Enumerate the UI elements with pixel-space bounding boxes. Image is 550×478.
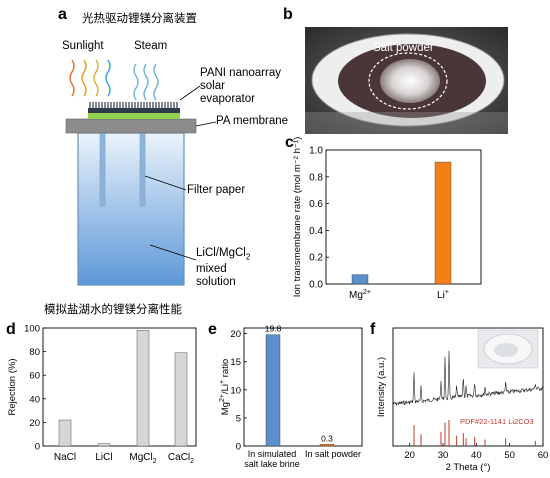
bar-0 — [265, 334, 281, 447]
x-tick-label: CaCl2 — [168, 452, 194, 465]
y-tick-label: 20 — [29, 418, 40, 429]
chart-e: 0 5 10 15 20 19.8 0.3 In simulated salt lake bri… — [219, 324, 363, 469]
y-tick-label: 20 — [230, 329, 241, 340]
pa-membrane — [88, 113, 180, 119]
plot-frame — [243, 327, 363, 447]
y-tick-label: 0.4 — [309, 226, 323, 237]
y-tick-label: 15 — [230, 357, 241, 368]
x-tick-label: Mg2+ — [349, 289, 371, 301]
y-tick-label: 60 — [29, 371, 40, 382]
y-tick-label: 0.8 — [309, 172, 323, 183]
data-label: 0.3 — [321, 433, 333, 443]
x-tick-label: 20 — [404, 450, 415, 461]
y-tick-label: 40 — [29, 394, 40, 405]
bar-CaCl2 — [174, 352, 188, 447]
panel-label-d: d — [6, 321, 16, 338]
x-tick-label: 30 — [438, 450, 449, 461]
x-tick-label: 60 — [538, 450, 549, 461]
x-tick-label: In salt powder — [305, 449, 361, 459]
section-title: 模拟盐湖水的锂镁分离性能 — [44, 302, 182, 316]
plot-frame — [392, 327, 544, 447]
x-axis-label: 2 Theta (°) — [446, 462, 491, 473]
steam-arrows — [133, 63, 159, 101]
panel-a-title: 光热驱动锂镁分离装置 — [82, 11, 197, 25]
y-axis-label: Rejection (%) — [7, 358, 18, 415]
bar-NaCl — [58, 419, 72, 447]
bar-LiCl — [97, 443, 111, 447]
chart-d: 0 20 40 60 80 100 NaCl LiCl MgCl2 CaCl2 Rejection … — [7, 324, 197, 465]
sunlight-arrows — [69, 59, 111, 97]
y-tick-label: 0.6 — [309, 199, 323, 210]
panel-label-a: a — [58, 6, 67, 23]
y-tick-label: 0 — [35, 442, 40, 453]
xrd-pattern — [392, 350, 544, 407]
x-tick-label: 50 — [504, 450, 515, 461]
plot-frame — [42, 327, 197, 447]
bar-MgCl2 — [136, 330, 150, 447]
y-tick-label: 5 — [236, 413, 241, 424]
y-tick-label: 0.2 — [309, 253, 323, 264]
chart-f: 20 30 40 50 60 PDF#22-1141 Li2CO3 2 Theta (°) I… — [376, 327, 549, 473]
filter-label: Filter paper — [187, 184, 246, 196]
y-tick-label: 100 — [24, 324, 40, 335]
y-axis-label: Ion transmembrane rate (mol m⁻² h⁻¹) — [292, 137, 303, 298]
pani-evaporator — [88, 108, 180, 113]
bar-Mg2+ — [351, 274, 369, 285]
x-tick-label: MgCl2 — [129, 452, 156, 465]
y-tick-label: 10 — [230, 385, 241, 396]
x-tick-label: 40 — [471, 450, 482, 461]
evaporator-label: PANI nanoarray solar evaporator — [200, 67, 281, 105]
y-tick-label: 0 — [236, 442, 241, 453]
legend-text: PDF#22-1141 Li2CO3 — [460, 417, 534, 426]
x-tick-label: LiCl — [95, 452, 112, 463]
panel-label-e: e — [208, 321, 217, 338]
x-tick-label: Li+ — [437, 289, 449, 301]
y-axis-label: Mg2+/Li+ ratio — [219, 359, 231, 415]
panel-label-f: f — [370, 321, 376, 338]
salt-powder-label: Salt powder — [373, 42, 434, 54]
y-tick-label: 0.0 — [309, 280, 323, 291]
beaker — [77, 132, 185, 286]
panel-label-c: c — [285, 134, 294, 151]
y-tick-label: 80 — [29, 347, 40, 358]
bar-1 — [319, 444, 335, 447]
salt-inset-photo — [477, 329, 539, 369]
membrane-label: PA membrane — [216, 115, 289, 127]
bar-Li+ — [434, 161, 452, 285]
plot-frame — [325, 149, 482, 285]
y-tick-label: 1.0 — [309, 146, 323, 157]
data-label: 19.8 — [265, 324, 282, 334]
chart-c: 0.0 0.2 0.4 0.6 0.8 1.0 Mg2+ Li+ Ion transmembra… — [292, 137, 482, 301]
x-tick-label: In simulated salt lake brine — [244, 449, 300, 469]
panel-label-b: b — [283, 6, 293, 23]
sunlight-label: Sunlight — [62, 40, 104, 52]
x-tick-label: NaCl — [54, 452, 76, 463]
solution-label: LiCl/MgCl2 mixed solution — [196, 247, 251, 289]
steam-label: Steam — [134, 40, 168, 52]
y-axis-label: Intensity (a.u.) — [376, 357, 387, 417]
nanoarray-pillars — [89, 102, 178, 108]
